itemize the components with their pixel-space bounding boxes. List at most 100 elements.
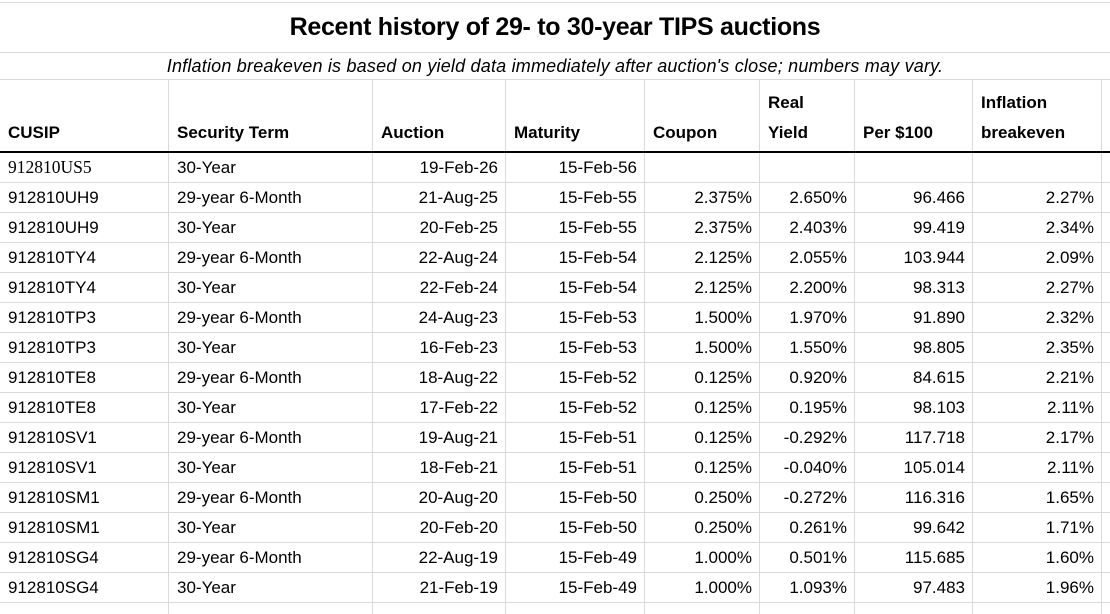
grid-filler-cell [1102,483,1110,512]
cell-real-yield: 2.200% [760,273,855,302]
grid-filler-cell [1102,80,1110,151]
cell-real-yield: 0.501% [760,543,855,572]
table-row: 912810SG4 30-Year 21-Feb-19 15-Feb-49 1.000%… [0,573,1110,603]
cell-auction: 19-Feb-26 [373,153,506,182]
empty-cell [855,603,973,614]
table-body: 912810US5 30-Year 19-Feb-26 15-Feb-56 912810… [0,153,1110,603]
table-row: 912810TP3 30-Year 16-Feb-23 15-Feb-53 1.500%… [0,333,1110,363]
cell-real-yield: -0.040% [760,453,855,482]
cell-security-term: 29-year 6-Month [169,363,373,392]
cell-per-100: 97.483 [855,573,973,602]
cell-coupon: 0.125% [645,423,760,452]
cell-per-100: 116.316 [855,483,973,512]
cell-inflation-breakeven: 2.09% [973,243,1102,272]
cell-cusip: 912810SM1 [0,483,169,512]
cell-real-yield: 1.093% [760,573,855,602]
table-row: 912810TE8 30-Year 17-Feb-22 15-Feb-52 0.125%… [0,393,1110,423]
cell-coupon: 0.125% [645,363,760,392]
cell-maturity: 15-Feb-50 [506,513,645,542]
cell-cusip: 912810SV1 [0,453,169,482]
cell-real-yield [760,153,855,182]
cell-real-yield: 2.403% [760,213,855,242]
cell-inflation-breakeven: 2.11% [973,393,1102,422]
cell-per-100: 105.014 [855,453,973,482]
cell-real-yield: -0.292% [760,423,855,452]
cell-per-100: 84.615 [855,363,973,392]
cell-coupon [645,153,760,182]
cell-coupon: 2.375% [645,213,760,242]
subtitle-row: Inflation breakeven is based on yield da… [0,52,1110,79]
cell-auction: 20-Feb-20 [373,513,506,542]
cell-cusip: 912810TE8 [0,393,169,422]
cell-maturity: 15-Feb-55 [506,183,645,212]
grid-filler-cell [1102,213,1110,242]
cell-cusip: 912810US5 [0,153,169,182]
empty-cell [373,603,506,614]
cell-auction: 22-Aug-19 [373,543,506,572]
cell-auction: 24-Aug-23 [373,303,506,332]
column-header-maturity: Maturity [506,80,645,151]
grid-filler-cell [1102,303,1110,332]
cell-auction: 18-Aug-22 [373,363,506,392]
grid-filler-cell [1102,543,1110,572]
cell-security-term: 30-Year [169,453,373,482]
cell-per-100: 103.944 [855,243,973,272]
cell-maturity: 15-Feb-55 [506,213,645,242]
table-row: 912810SG4 29-year 6-Month 22-Aug-19 15-Feb-… [0,543,1110,573]
cell-auction: 22-Aug-24 [373,243,506,272]
empty-cell [973,603,1102,614]
cell-security-term: 29-year 6-Month [169,423,373,452]
cell-cusip: 912810TP3 [0,303,169,332]
cell-per-100: 117.718 [855,423,973,452]
table-row: 912810SV1 29-year 6-Month 19-Aug-21 15-Feb-… [0,423,1110,453]
cell-coupon: 2.125% [645,273,760,302]
cell-maturity: 15-Feb-50 [506,483,645,512]
cell-security-term: 30-Year [169,513,373,542]
empty-cell [169,603,373,614]
cell-coupon: 0.125% [645,453,760,482]
cell-maturity: 15-Feb-51 [506,423,645,452]
cell-inflation-breakeven: 2.34% [973,213,1102,242]
cell-coupon: 1.000% [645,543,760,572]
cell-real-yield: 0.195% [760,393,855,422]
cell-cusip: 912810TY4 [0,243,169,272]
column-header-real-yield: Real Yield [760,80,855,151]
cell-cusip: 912810SV1 [0,423,169,452]
cell-per-100: 99.642 [855,513,973,542]
column-header-cusip: CUSIP [0,80,169,151]
cell-per-100: 99.419 [855,213,973,242]
cell-auction: 17-Feb-22 [373,393,506,422]
cell-maturity: 15-Feb-49 [506,573,645,602]
cell-auction: 20-Aug-20 [373,483,506,512]
stub-row [0,603,1110,614]
cell-inflation-breakeven: 2.35% [973,333,1102,362]
cell-maturity: 15-Feb-52 [506,393,645,422]
cell-security-term: 30-Year [169,273,373,302]
cell-real-yield: 2.055% [760,243,855,272]
cell-security-term: 29-year 6-Month [169,303,373,332]
grid-filler-cell [1102,453,1110,482]
grid-filler-cell [1102,513,1110,542]
grid-filler-cell [1102,273,1110,302]
cell-coupon: 1.500% [645,303,760,332]
table-row: 912810TE8 29-year 6-Month 18-Aug-22 15-Feb-… [0,363,1110,393]
table-row: 912810UH9 29-year 6-Month 21-Aug-25 15-Feb-… [0,183,1110,213]
cell-security-term: 30-Year [169,153,373,182]
cell-maturity: 15-Feb-53 [506,333,645,362]
table-row: 912810TY4 29-year 6-Month 22-Aug-24 15-Feb-… [0,243,1110,273]
cell-auction: 19-Aug-21 [373,423,506,452]
grid-filler-cell [1102,393,1110,422]
cell-cusip: 912810UH9 [0,183,169,212]
cell-cusip: 912810SG4 [0,573,169,602]
cell-per-100: 98.805 [855,333,973,362]
cell-inflation-breakeven: 1.96% [973,573,1102,602]
column-header-coupon: Coupon [645,80,760,151]
grid-filler-cell [1102,363,1110,392]
cell-auction: 22-Feb-24 [373,273,506,302]
empty-cell [0,603,169,614]
grid-filler-cell [1102,153,1110,182]
table-row: 912810SM1 29-year 6-Month 20-Aug-20 15-Feb-… [0,483,1110,513]
column-header-security-term: Security Term [169,80,373,151]
grid-filler-cell [1102,573,1110,602]
